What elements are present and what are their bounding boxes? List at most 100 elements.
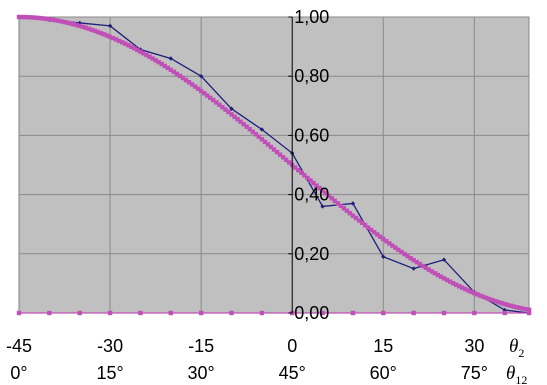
data-point <box>31 15 37 20</box>
y-tick-label: 0,40 <box>294 185 329 205</box>
data-point <box>138 310 143 316</box>
data-point <box>320 204 325 209</box>
data-point <box>68 21 73 26</box>
data-point <box>138 49 143 54</box>
data-point <box>484 295 489 301</box>
data-point <box>438 274 444 279</box>
data-point <box>229 310 234 316</box>
data-point <box>120 40 125 45</box>
data-point <box>259 310 265 316</box>
data-point <box>201 91 207 96</box>
data-point <box>211 97 216 103</box>
x-axis-primary-subscript: 2 <box>518 346 524 360</box>
data-point <box>396 247 401 253</box>
x-secondary-tick-label: 45° <box>279 363 306 383</box>
data-point <box>472 290 477 296</box>
data-point <box>405 253 410 259</box>
y-tick-label: 0,20 <box>294 244 329 264</box>
data-point <box>165 65 170 71</box>
y-tick-label: 0,80 <box>294 66 329 86</box>
data-point <box>456 284 462 289</box>
data-point <box>508 303 513 308</box>
data-point <box>25 15 31 20</box>
data-point <box>156 59 161 65</box>
data-point <box>192 84 198 89</box>
data-point <box>341 206 347 211</box>
data-point <box>16 14 22 20</box>
y-axis-ticks: 0,00 0,20 0,40 0,60 0,80 1,00 <box>288 7 329 323</box>
data-point <box>259 127 265 132</box>
data-point <box>393 245 398 250</box>
data-point <box>402 251 407 257</box>
data-point <box>83 25 88 30</box>
x-tick-label: 0 <box>287 336 297 356</box>
x-axis-secondary-tick-labels: 0° 15° 30° 45° 60° 75° <box>10 363 488 383</box>
data-point <box>208 95 213 101</box>
data-point <box>86 26 92 31</box>
data-point <box>62 19 67 25</box>
data-point <box>390 243 395 248</box>
data-point <box>460 285 465 290</box>
data-point <box>347 210 353 216</box>
data-point <box>381 310 386 316</box>
data-point <box>56 18 61 23</box>
data-point <box>502 310 507 316</box>
data-point <box>353 215 359 221</box>
data-point <box>44 16 49 22</box>
data-point <box>180 75 186 81</box>
data-point <box>47 310 52 316</box>
data-point <box>499 300 504 306</box>
data-point <box>256 134 262 139</box>
data-point <box>77 23 82 29</box>
data-point <box>217 102 222 108</box>
data-point <box>214 100 219 105</box>
x-secondary-tick-label: 60° <box>370 363 397 383</box>
data-point <box>411 310 416 316</box>
data-point <box>411 266 416 271</box>
data-point <box>286 160 292 165</box>
data-point <box>511 304 517 309</box>
data-point <box>241 122 246 127</box>
data-point <box>435 272 441 278</box>
data-point <box>329 196 334 201</box>
y-tick-label: 1,00 <box>294 7 329 27</box>
data-point <box>16 310 22 316</box>
data-point <box>365 225 371 230</box>
data-point <box>381 236 386 242</box>
x-tick-label: 15 <box>373 336 393 356</box>
data-point <box>47 17 52 22</box>
data-point <box>198 74 204 79</box>
data-point <box>28 15 34 20</box>
data-point <box>80 24 85 30</box>
data-point <box>250 129 255 134</box>
vertical-gridlines <box>109 17 530 313</box>
data-point <box>338 203 343 208</box>
data-point <box>441 276 447 281</box>
data-point <box>344 208 350 213</box>
data-point <box>183 77 189 83</box>
data-point <box>296 167 301 173</box>
data-point <box>153 58 158 63</box>
data-point <box>417 261 422 267</box>
data-point <box>481 294 486 300</box>
data-point <box>368 227 374 233</box>
data-point <box>232 114 237 120</box>
data-point <box>311 180 316 186</box>
data-point <box>168 310 173 316</box>
x-secondary-tick-label: 75° <box>461 363 488 383</box>
data-point <box>50 17 55 22</box>
series-layer <box>16 14 532 316</box>
data-point <box>186 80 192 85</box>
x-axis-primary-tick-labels: -45 -30 -15 0 15 30 <box>6 336 484 356</box>
data-point <box>320 188 325 193</box>
data-point <box>308 178 313 183</box>
data-point <box>59 19 64 24</box>
data-point <box>487 296 492 302</box>
data-point <box>426 267 432 272</box>
data-point <box>235 117 240 122</box>
data-point <box>104 33 110 38</box>
data-point <box>381 254 386 259</box>
data-point <box>420 263 425 269</box>
